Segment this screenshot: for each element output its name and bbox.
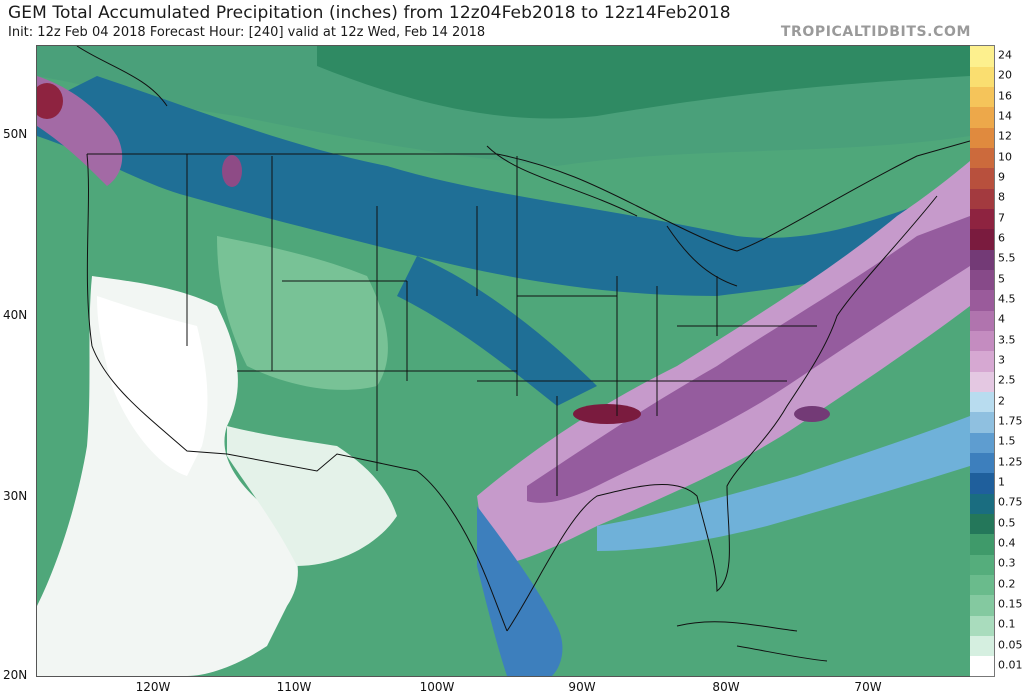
colorbar-label: 4.5 [998,292,1016,306]
colorbar-swatch [970,147,994,169]
dry-southwest-region [37,276,298,676]
colorbar-swatch [970,615,994,636]
colorbar-label: 6 [998,231,1005,245]
colorbar-swatch [970,655,994,677]
colorbar-label: 5 [998,272,1005,286]
colorbar-label: 1 [998,475,1005,489]
colorbar-swatch [970,46,994,67]
precip-colorbar [970,45,995,677]
colorbar-label: 0.5 [998,516,1016,530]
canadian-provinces-and-lakes [76,46,738,287]
colorbar-swatch [970,330,994,352]
lon-label-110w: 110W [276,680,312,694]
atlantic-precip-maximum [794,406,830,422]
lat-label-50n: 50N [3,127,28,141]
dry-california-nevada [97,296,208,476]
colorbar-label: 0.01 [998,658,1023,672]
map-title: GEM Total Accumulated Precipitation (inc… [8,3,731,23]
colorbar-swatch [970,350,994,372]
canada-precip-heavy [317,46,970,119]
colorbar-swatch [970,554,994,575]
gulf-precip-band [477,506,563,676]
plains-precip [397,256,597,406]
colorbar-label: 2 [998,394,1005,408]
colorbar-label: 0.05 [998,638,1023,652]
dry-arizona-newmexico [227,426,397,566]
colorbar-label: 10 [998,150,1012,164]
colorbar-swatch [970,127,994,149]
colorbar-swatch [970,208,994,230]
lon-label-80w: 80W [712,680,740,694]
caribbean-islands [676,621,828,662]
precipitation-map [36,45,971,677]
colorbar-swatch [970,452,994,474]
colorbar-label: 4 [998,312,1005,326]
colorbar-label: 0.2 [998,577,1016,591]
colorbar-swatch [970,289,994,311]
idaho-precip-maximum [222,155,242,187]
colorbar-label: 9 [998,170,1005,184]
colorbar-label: 0.4 [998,536,1016,550]
colorbar-swatch [970,574,994,596]
lat-label-30n: 30N [3,489,28,503]
colorbar-swatch [970,310,994,331]
colorbar-label: 0.3 [998,556,1016,570]
colorbar-label: 0.15 [998,597,1023,611]
us-gulf-atlantic-coast [506,195,938,632]
colorbar-label: 1.5 [998,434,1016,448]
lon-label-90w: 90W [568,680,596,694]
map-canvas [37,46,970,676]
colorbar-swatch [970,269,994,291]
political-boundaries [76,46,970,662]
lat-label-20n: 20N [3,668,28,682]
colorbar-label: 14 [998,109,1012,123]
colorbar-label: 3 [998,353,1005,367]
colorbar-swatch [970,371,994,392]
us-west-coast-and-mexico-border [86,153,508,632]
colorbar-swatch [970,432,994,453]
colorbar-swatch [970,635,994,657]
northern-precip-band [37,76,970,296]
lat-label-40n: 40N [3,308,28,322]
colorbar-label: 0.1 [998,617,1016,631]
lon-label-120w: 120W [135,680,171,694]
us-canada-border [87,140,970,252]
colorbar-swatch [970,86,994,108]
colorbar-swatch [970,411,994,433]
colorbar-label: 1.75 [998,414,1023,428]
colorbar-swatch [970,106,994,128]
colorbar-label: 8 [998,190,1005,204]
colorbar-label: 24 [998,48,1012,62]
colorbar-label: 2.5 [998,373,1016,387]
colorbar-label: 0.75 [998,495,1023,509]
lon-label-70w: 70W [854,680,882,694]
colorbar-swatch [970,513,994,535]
colorbar-label: 20 [998,68,1012,82]
colorbar-swatch [970,493,994,514]
colorbar-swatch [970,472,994,494]
colorbar-swatch [970,249,994,271]
colorbar-swatch [970,188,994,210]
colorbar-label: 1.25 [998,455,1023,469]
colorbar-label: 3.5 [998,333,1016,347]
colorbar-swatch [970,533,994,555]
colorbar-swatch [970,228,994,250]
forecast-info: Init: 12z Feb 04 2018 Forecast Hour: [24… [8,25,486,40]
colorbar-label: 12 [998,129,1012,143]
colorbar-label: 5.5 [998,251,1016,265]
heavy-precip-maximum [573,404,641,424]
intermountain-precip [217,236,388,390]
colorbar-label: 16 [998,89,1012,103]
colorbar-swatch [970,167,994,189]
coastal-bc-maximum [37,83,63,119]
brand-watermark: TROPICALTIDBITS.COM [780,24,971,40]
atlantic-precip-band [597,416,970,551]
colorbar-swatch [970,66,994,88]
colorbar-label: 7 [998,211,1005,225]
state-lines [186,154,817,496]
colorbar-swatch [970,594,994,616]
lon-label-100w: 100W [419,680,455,694]
colorbar-swatch [970,391,994,413]
